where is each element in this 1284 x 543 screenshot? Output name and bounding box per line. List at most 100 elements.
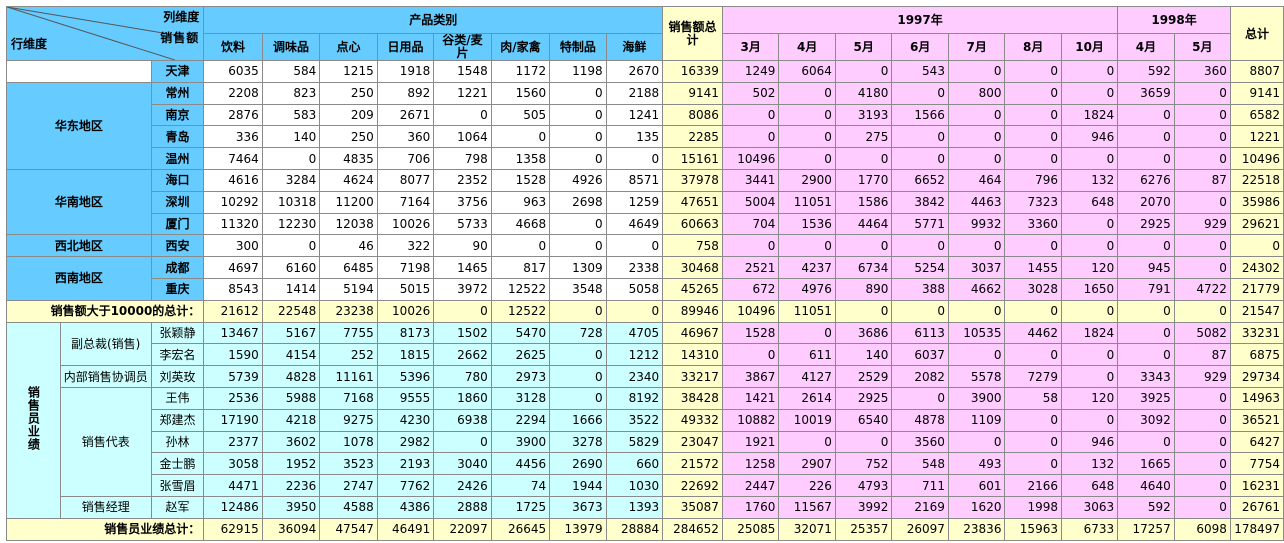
product-value-cell: 10026 <box>376 212 435 236</box>
product-value-cell: 2982 <box>376 430 435 454</box>
month-1998-cell: 2070 <box>1117 190 1175 214</box>
month-1997-cell: 0 <box>834 147 893 170</box>
sales-total-cell: 23047 <box>662 430 723 454</box>
month-1997-cell: 3441 <box>721 168 780 192</box>
month-1998-cell: 0 <box>1117 430 1175 454</box>
product-value-cell: 3756 <box>433 190 492 214</box>
sales-total-cell: 35087 <box>662 495 723 519</box>
city-cell: 天津 <box>150 60 205 83</box>
sales-total-cell: 22692 <box>662 474 723 497</box>
product-value-cell: 3522 <box>605 408 664 432</box>
table-row: 厦门 11320 12230 12038 10026 5733 4668 0 4649 60663… <box>7 212 1284 236</box>
grand-total-cell: 35986 <box>1229 190 1284 214</box>
product-value-cell: 2671 <box>376 103 435 127</box>
grand-total-cell: 7754 <box>1229 452 1284 476</box>
product-value-cell: 13979 <box>549 517 607 541</box>
product-value-cell: 4828 <box>261 365 321 388</box>
product-header: 点心 <box>319 33 378 61</box>
sales-total-cell: 2285 <box>662 125 723 149</box>
month-1997-cell: 15963 <box>1004 517 1062 541</box>
month-1997-cell: 0 <box>891 234 949 258</box>
grand-total-cell: 21779 <box>1229 277 1284 301</box>
product-value-cell: 1590 <box>203 343 263 367</box>
product-value-cell: 2377 <box>203 430 263 454</box>
table-row: 温州 7464 0 4835 706 798 1358 0 0 15161 10496 0 0 0 0 0 0 0… <box>7 147 1284 170</box>
product-value-cell: 0 <box>549 299 607 323</box>
product-value-cell: 4456 <box>490 452 551 476</box>
salesperson-cell: 郑建杰 <box>150 408 205 432</box>
month-1997-header: 6月 <box>891 33 949 61</box>
month-1997-cell: 796 <box>1004 168 1062 192</box>
product-value-cell: 2294 <box>490 408 551 432</box>
corner-header: 列维度 销售额 行维度 <box>5 6 205 61</box>
city-cell: 南京 <box>150 103 205 127</box>
month-1997-cell: 6734 <box>834 256 893 279</box>
month-1997-cell: 4180 <box>834 81 893 105</box>
month-1997-cell: 140 <box>834 343 893 367</box>
product-value-cell: 0 <box>490 234 551 258</box>
month-1997-cell: 1770 <box>834 168 893 192</box>
month-1997-cell: 0 <box>1060 60 1119 83</box>
product-value-cell: 252 <box>319 343 378 367</box>
total-label: 销售员业绩总计： <box>5 517 205 541</box>
salesperson-cell: 孙林 <box>150 430 205 454</box>
product-value-cell: 2338 <box>605 256 664 279</box>
grand-total-cell: 10496 <box>1229 147 1284 170</box>
product-value-cell: 4154 <box>261 343 321 367</box>
month-1997-cell: 7323 <box>1004 190 1062 214</box>
table-row: 西北地区 西安 300 0 46 322 90 0 0 0 758 0 0 0 0 0 0 0 0 0 0 <box>6 234 1284 258</box>
product-value-cell: 1172 <box>490 60 551 83</box>
title-group-cell: 内部销售协调员 <box>59 365 152 388</box>
month-1997-cell: 0 <box>721 234 780 258</box>
month-1998-cell: 1665 <box>1117 452 1175 476</box>
month-1997-cell: 0 <box>1004 299 1062 323</box>
product-value-cell: 250 <box>319 81 378 105</box>
product-value-cell: 5058 <box>605 277 664 301</box>
month-1997-cell: 0 <box>1004 147 1062 170</box>
product-value-cell: 1212 <box>605 343 664 367</box>
month-1997-cell: 0 <box>721 125 780 149</box>
product-value-cell: 0 <box>549 147 607 170</box>
month-1997-cell: 0 <box>721 343 780 367</box>
product-value-cell: 3900 <box>490 430 551 454</box>
month-1998-cell: 87 <box>1173 343 1231 367</box>
product-value-cell: 1918 <box>376 60 435 83</box>
product-value-cell: 250 <box>319 125 378 149</box>
product-value-cell: 706 <box>376 147 435 170</box>
product-value-cell: 1952 <box>261 452 321 476</box>
month-1997-cell: 890 <box>834 277 893 301</box>
subtotal-label: 销售额大于10000的总计： <box>5 299 205 323</box>
month-1997-cell: 1249 <box>721 60 780 83</box>
month-1998-cell: 0 <box>1173 81 1231 105</box>
product-header: 日用品 <box>376 33 435 61</box>
sales-total-cell: 284652 <box>662 517 723 541</box>
product-value-cell: 5167 <box>261 321 321 345</box>
product-value-cell: 46 <box>319 234 378 258</box>
month-1997-cell: 0 <box>891 125 949 149</box>
product-value-cell: 5829 <box>605 430 664 454</box>
month-1997-cell: 10019 <box>778 408 836 432</box>
month-1997-cell: 23836 <box>947 517 1006 541</box>
sales-total-cell: 8086 <box>662 103 723 127</box>
month-1997-cell: 6064 <box>778 60 836 83</box>
month-1997-cell: 0 <box>834 60 893 83</box>
sales-total-cell: 21572 <box>662 452 723 476</box>
month-1997-cell: 0 <box>947 299 1006 323</box>
month-1997-cell: 0 <box>1060 234 1119 258</box>
product-value-cell: 1725 <box>490 495 551 519</box>
product-value-cell: 0 <box>433 430 492 454</box>
product-value-cell: 4588 <box>319 495 378 519</box>
month-1998-cell: 0 <box>1173 190 1231 214</box>
month-1997-cell: 1824 <box>1060 103 1119 127</box>
product-value-cell: 11320 <box>203 212 263 236</box>
product-value-cell: 7464 <box>203 147 263 170</box>
table-row: 郑建杰 17190 4218 9275 4230 6938 2294 1666 3522 4933… <box>7 408 1284 432</box>
product-value-cell: 5470 <box>490 321 551 345</box>
product-value-cell: 5988 <box>261 386 321 410</box>
month-1998-cell: 0 <box>1173 147 1231 170</box>
month-1997-cell: 4127 <box>778 365 836 388</box>
month-1997-cell: 1620 <box>947 495 1006 519</box>
product-value-cell: 140 <box>261 125 321 149</box>
month-1997-cell: 0 <box>1004 234 1062 258</box>
month-1997-cell: 1921 <box>721 430 780 454</box>
